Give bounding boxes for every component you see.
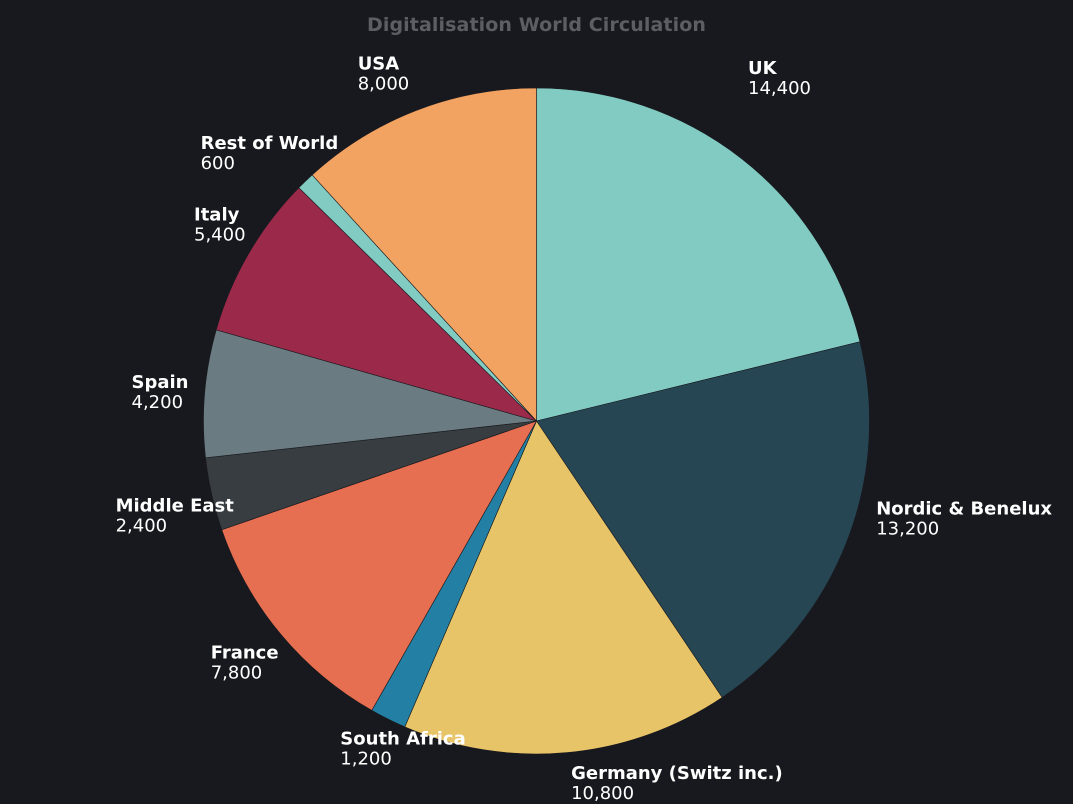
slice-label-name: Middle East bbox=[116, 496, 235, 517]
slice-label-name: Italy bbox=[194, 205, 240, 226]
pie-slice-nordic-benelux[interactable] bbox=[536, 341, 870, 698]
pie-slice-spain[interactable] bbox=[203, 329, 537, 459]
slice-label-value: 13,200 bbox=[876, 519, 939, 540]
slice-label-value: 5,400 bbox=[194, 225, 246, 246]
slice-label-value: 4,200 bbox=[132, 392, 184, 413]
slice-label-name: Rest of World bbox=[201, 133, 339, 154]
slice-label-name: UK bbox=[748, 58, 778, 79]
slice-label-name: Germany (Switz inc.) bbox=[571, 763, 783, 784]
slice-label-value: 8,000 bbox=[358, 73, 410, 94]
pie-slice-uk[interactable] bbox=[536, 87, 861, 422]
pie-slice-france[interactable] bbox=[221, 420, 538, 711]
pie-slice-germany-switz-inc[interactable] bbox=[404, 420, 723, 755]
pie-slice-italy[interactable] bbox=[215, 187, 537, 422]
chart-title: Digitalisation World Circulation bbox=[366, 14, 706, 36]
slice-label-name: France bbox=[211, 643, 279, 664]
slice-label-value: 7,800 bbox=[211, 663, 263, 684]
pie-slices bbox=[203, 87, 870, 755]
slice-label-value: 600 bbox=[201, 153, 235, 174]
pie-slice-usa[interactable] bbox=[311, 87, 537, 422]
slice-label-value: 1,200 bbox=[340, 749, 392, 770]
slice-label-germany-switz-inc: Germany (Switz inc.)10,800 bbox=[571, 763, 783, 804]
slice-label-name: Spain bbox=[132, 372, 189, 393]
slice-label-name: South Africa bbox=[340, 729, 465, 750]
slice-label-value: 14,400 bbox=[748, 78, 811, 99]
slice-label-value: 10,800 bbox=[571, 783, 634, 804]
slice-label-value: 2,400 bbox=[116, 516, 168, 537]
slice-label-name: USA bbox=[358, 53, 400, 74]
slice-label-name: Nordic & Benelux bbox=[876, 499, 1052, 520]
